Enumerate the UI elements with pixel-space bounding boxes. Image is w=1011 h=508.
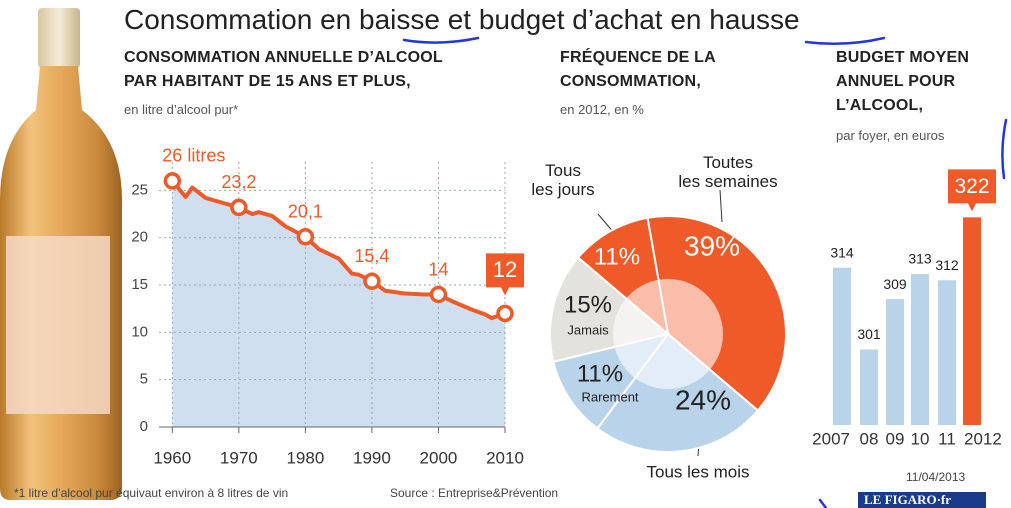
- x-tick-label: 1990: [353, 448, 391, 467]
- data-label: 309: [883, 276, 907, 292]
- leader-line: [719, 189, 723, 223]
- category-label: Jamais: [567, 322, 609, 338]
- data-label: 39%: [684, 230, 740, 261]
- x-tick-label: 1970: [220, 448, 258, 467]
- chart-title: CONSOMMATION ANNUELLE D’ALCOOL PAR HABIT…: [124, 49, 443, 90]
- bar: [963, 217, 981, 425]
- data-label: 20,1: [288, 202, 323, 222]
- chart-title: FRÉQUENCE DE LA CONSOMMATION,: [560, 49, 716, 90]
- x-tick-label: 1980: [286, 448, 324, 467]
- x-tick-label: 2000: [420, 448, 458, 467]
- footnote: *1 litre d’alcool pur équivaut environ à…: [14, 486, 289, 500]
- line: [170, 179, 506, 321]
- x-tick-label: 2010: [486, 448, 524, 467]
- chart-title: BUDGET MOYEN ANNUEL POUR L’ALCOOL,: [836, 49, 970, 114]
- x-tick-label: 2012: [964, 429, 1002, 448]
- data-label: 314: [830, 244, 854, 260]
- pie-hole: [613, 279, 723, 389]
- chart-subtitle: en 2012, en %: [560, 102, 644, 117]
- y-tick-label: 25: [131, 181, 148, 198]
- data-label: 11%: [594, 243, 640, 270]
- data-label: 301: [857, 326, 881, 342]
- pie-slice: [595, 332, 760, 453]
- label-box: [948, 169, 996, 212]
- marker: [230, 198, 248, 217]
- data-label: 313: [908, 251, 932, 267]
- bottle-illustration: [0, 8, 122, 500]
- data-label: 14: [428, 259, 448, 279]
- marker: [363, 272, 381, 290]
- marker: [496, 304, 514, 323]
- y-tick-label: 15: [131, 276, 148, 293]
- x-tick-label: 1960: [153, 448, 191, 467]
- source: Source : Entreprise&Prévention: [390, 486, 559, 500]
- data-label: 15,4: [354, 246, 389, 266]
- bar: [833, 267, 851, 425]
- y-tick-label: 0: [140, 418, 148, 435]
- date: 11/04/2013: [906, 470, 966, 484]
- marker: [429, 285, 448, 304]
- data-label: 12: [493, 257, 517, 282]
- pen-scribbles: [402, 36, 1008, 508]
- x-tick-label: 08: [860, 429, 879, 448]
- logo: LE FIGARO·fr: [864, 492, 952, 507]
- logo-box: [858, 492, 986, 508]
- category-label: Tous les jours: [531, 161, 595, 199]
- bar: [860, 349, 878, 425]
- marker: [296, 228, 315, 246]
- x-tick-label: 2007: [812, 429, 850, 448]
- bar: [938, 280, 956, 425]
- data-label: 11%: [577, 360, 623, 387]
- area: [172, 180, 506, 427]
- y-tick-label: 5: [140, 371, 148, 388]
- x-tick-label: 09: [886, 429, 905, 448]
- x-tick-label: 11: [938, 429, 956, 448]
- page-title: Consommation en baisse et budget d’achat…: [124, 4, 800, 35]
- bar: [911, 273, 929, 425]
- bar: [886, 299, 904, 425]
- x-tick-label: 10: [911, 429, 930, 448]
- y-tick-label: 20: [131, 229, 148, 246]
- category-label: Rarement: [581, 389, 639, 405]
- data-label: 26 litres: [162, 146, 225, 166]
- chart-subtitle: par foyer, en euros: [836, 128, 945, 143]
- marker: [163, 172, 182, 190]
- y-tick-label: 10: [131, 323, 148, 340]
- data-label: 23,2: [221, 172, 256, 192]
- data-label: 24%: [675, 384, 731, 415]
- data-label: 15%: [564, 291, 612, 318]
- data-label: 312: [935, 257, 959, 273]
- category-label: Tous les mois: [646, 462, 750, 482]
- data-label: 322: [954, 175, 989, 198]
- label-box: [486, 253, 524, 296]
- category-label: Toutes les semaines: [678, 153, 778, 191]
- chart-subtitle: en litre d’alcool pur*: [124, 102, 239, 117]
